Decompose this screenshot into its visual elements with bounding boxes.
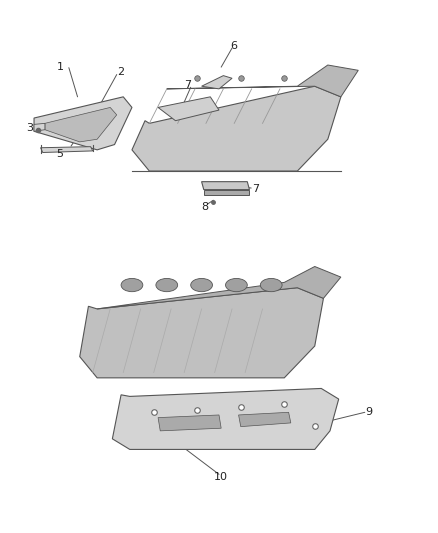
Polygon shape: [45, 108, 117, 142]
Polygon shape: [158, 97, 219, 120]
Polygon shape: [97, 266, 341, 309]
Text: 9: 9: [366, 407, 373, 417]
Ellipse shape: [260, 278, 282, 292]
Polygon shape: [167, 65, 358, 97]
Polygon shape: [158, 415, 221, 431]
Text: 2: 2: [117, 68, 125, 77]
Polygon shape: [204, 190, 250, 195]
Text: 3: 3: [26, 123, 33, 133]
Polygon shape: [113, 389, 339, 449]
Polygon shape: [239, 413, 291, 426]
Ellipse shape: [191, 278, 212, 292]
Ellipse shape: [226, 278, 247, 292]
Text: 10: 10: [214, 472, 228, 482]
Text: 4: 4: [83, 125, 90, 135]
Polygon shape: [132, 86, 341, 171]
Polygon shape: [41, 147, 93, 152]
Text: 1: 1: [57, 62, 64, 71]
Text: 7: 7: [252, 183, 260, 193]
Polygon shape: [201, 182, 250, 190]
Ellipse shape: [156, 278, 178, 292]
Polygon shape: [34, 97, 132, 150]
Polygon shape: [34, 123, 45, 131]
Text: 7: 7: [201, 431, 208, 441]
Ellipse shape: [121, 278, 143, 292]
Text: 5: 5: [57, 149, 64, 159]
Text: 8: 8: [201, 201, 208, 212]
Polygon shape: [201, 76, 232, 89]
Text: 7: 7: [184, 79, 191, 90]
Text: 6: 6: [231, 41, 238, 51]
Polygon shape: [80, 288, 323, 378]
